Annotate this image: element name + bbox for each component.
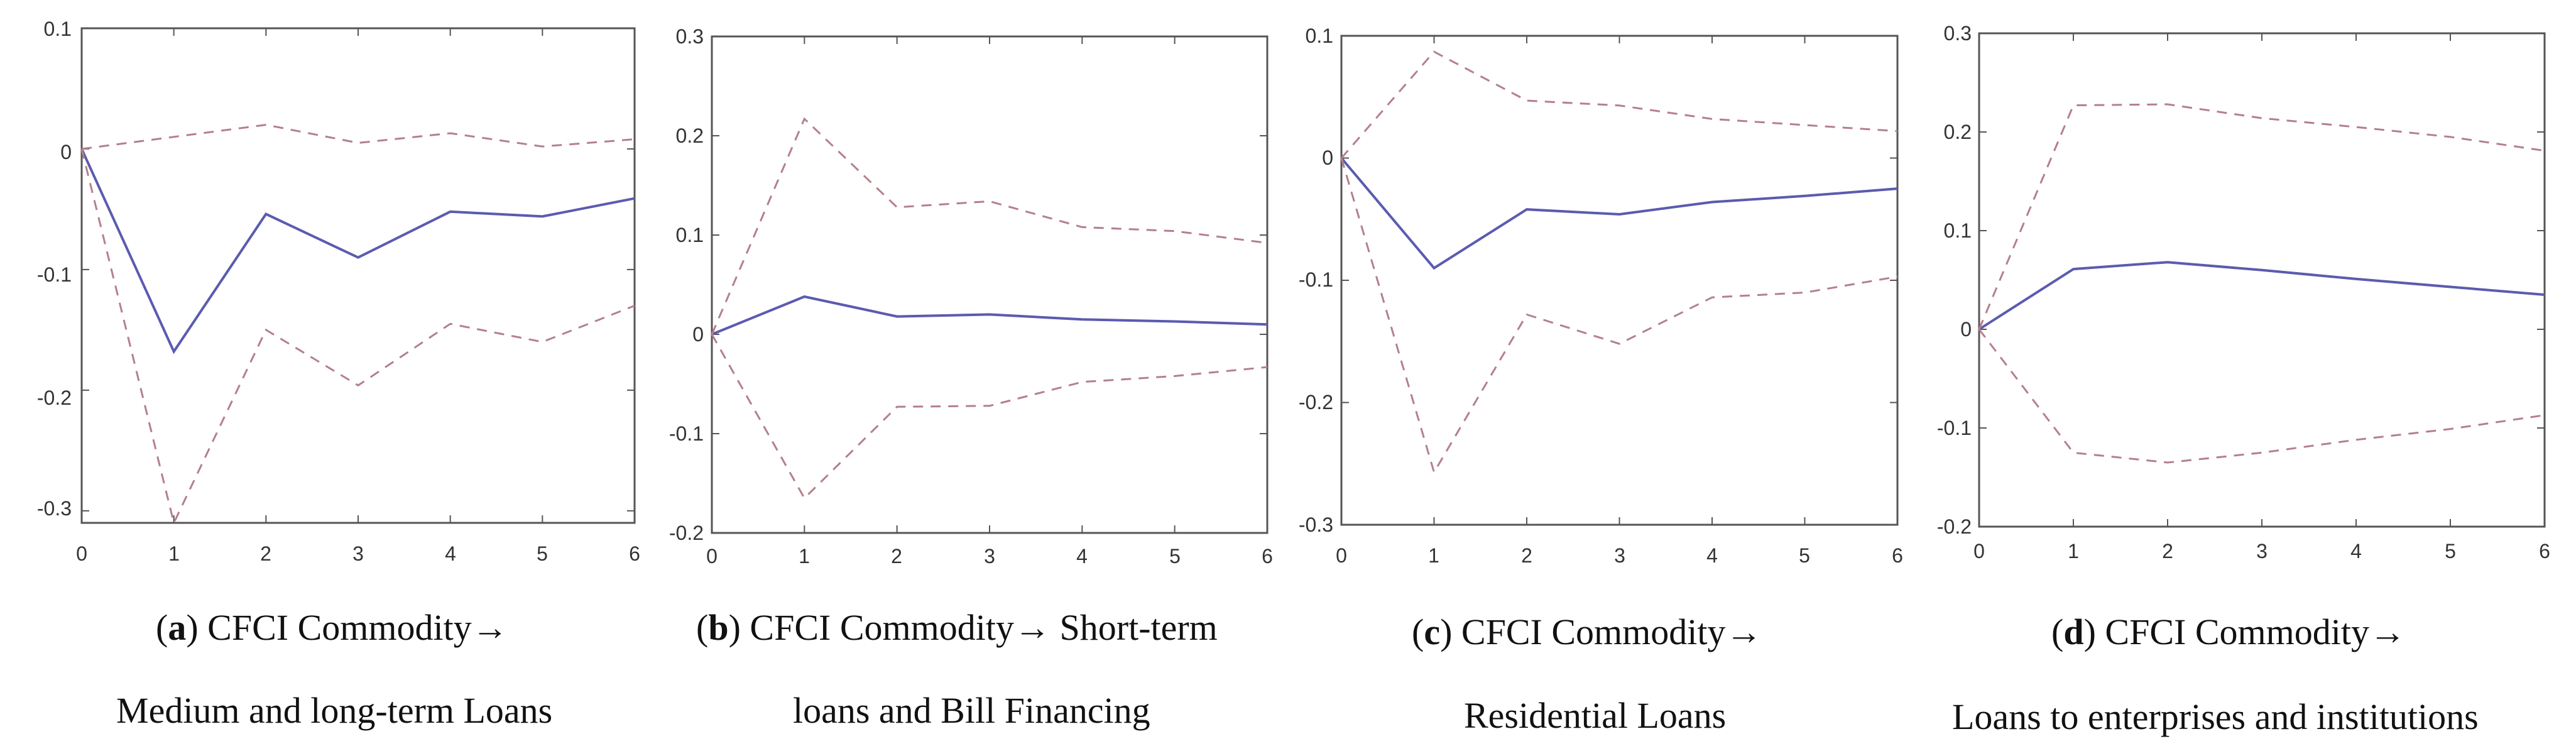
xtick-label: 0 [706, 545, 718, 567]
ytick-label: -0.1 [1937, 417, 1972, 439]
panel-a: 0.1 0 -0.1 -0.2 -0.3 0 1 2 3 4 5 6 (a) C… [37, 18, 640, 731]
plot-area-a [80, 27, 636, 526]
response-line [80, 148, 635, 354]
xtick-label: 6 [1892, 544, 1903, 567]
response-line [1340, 157, 1898, 270]
ytick-label: 0.1 [676, 224, 704, 246]
upper-band-line [81, 124, 635, 150]
lower-band-line [80, 148, 635, 526]
ytick-label: -0.1 [669, 422, 704, 445]
ytick-label: -0.2 [1937, 515, 1972, 538]
xtick-label: 3 [984, 545, 995, 567]
panel-b: 0.3 0.2 0.1 0 -0.1 -0.2 0 1 2 3 4 5 6 (b… [669, 25, 1273, 731]
xtick-label: 0 [76, 542, 87, 565]
xtick-label: 1 [2068, 540, 2079, 562]
ytick-label: -0.3 [37, 497, 72, 520]
xtick-label: 3 [1614, 544, 1625, 567]
ytick-label: 0.1 [1306, 25, 1333, 47]
xtick-label: 2 [260, 542, 271, 565]
ytick-label: 0.3 [676, 25, 704, 48]
response-line [711, 295, 1268, 336]
ytick-label: 0 [692, 323, 704, 346]
caption-line-2: Medium and long-term Loans [116, 690, 552, 731]
ytick-label: 0.2 [1944, 121, 1972, 143]
plot-area-d [1978, 32, 2546, 528]
ytick-label: -0.2 [669, 522, 704, 544]
ytick-label: 0 [1322, 146, 1333, 169]
axes-frame [711, 35, 1269, 534]
ytick-label: 0 [1960, 318, 1972, 341]
xtick-label: 4 [2350, 540, 2362, 562]
lower-band-line [1340, 158, 1898, 475]
xtick-label: 5 [1169, 545, 1181, 567]
xtick-label: 6 [629, 542, 640, 565]
ytick-label: 0.2 [676, 124, 704, 147]
xtick-label: 1 [168, 542, 180, 565]
caption-line-2: loans and Bill Financing [793, 690, 1150, 731]
axes-frame [1340, 35, 1899, 526]
panel-c: 0.1 0 -0.1 -0.2 -0.3 0 1 2 3 4 5 6 (c) C… [1299, 25, 1903, 736]
xtick-label: 5 [1799, 544, 1810, 567]
upper-band-line [711, 117, 1268, 335]
axes-frame [1978, 32, 2546, 528]
ytick-label: 0.3 [1944, 22, 1972, 45]
xtick-label: 4 [1076, 545, 1088, 567]
caption-line-1: (b) CFCI Commodity→ Short-term [696, 607, 1218, 648]
lower-band-line [711, 334, 1268, 500]
xtick-label: 2 [891, 545, 902, 567]
plot-area-b [711, 35, 1269, 534]
response-line [1978, 261, 2545, 331]
plot-area-c [1340, 35, 1899, 526]
xtick-label: 1 [799, 545, 810, 567]
xtick-label: 3 [2256, 540, 2268, 562]
ytick-label: -0.2 [1299, 391, 1333, 414]
caption-line-1: (d) CFCI Commodity→ [2051, 611, 2406, 652]
upper-band-line [1340, 50, 1898, 159]
xtick-label: 0 [1336, 544, 1347, 567]
axes-frame [80, 27, 636, 524]
panel-d: 0.3 0.2 0.1 0 -0.1 -0.2 0 1 2 3 4 5 6 (d… [1937, 22, 2550, 737]
xtick-label: 0 [1973, 540, 1985, 562]
ytick-label: 0 [60, 141, 72, 163]
ytick-label: 0.1 [1944, 219, 1972, 242]
xtick-label: 2 [2162, 540, 2173, 562]
xtick-label: 6 [1262, 545, 1273, 567]
caption-line-1: (c) CFCI Commodity→ [1412, 611, 1762, 652]
xtick-label: 5 [2445, 540, 2456, 562]
lower-band-line [1978, 329, 2545, 464]
ytick-label: -0.1 [37, 263, 72, 286]
caption-line-1: (a) CFCI Commodity→ [156, 607, 508, 648]
caption-line-2: Loans to enterprises and institutions [1952, 696, 2479, 737]
xtick-label: 4 [445, 542, 456, 565]
ytick-label: -0.1 [1299, 268, 1333, 291]
ytick-label: -0.2 [37, 386, 72, 409]
ytick-label: 0.1 [44, 18, 72, 40]
xtick-label: 4 [1706, 544, 1718, 567]
ytick-label: -0.3 [1299, 513, 1333, 536]
caption-line-2: Residential Loans [1464, 695, 1726, 736]
xtick-label: 6 [2539, 540, 2550, 562]
upper-band-line [1978, 103, 2545, 330]
xtick-label: 3 [352, 542, 364, 565]
xtick-label: 2 [1521, 544, 1532, 567]
xtick-label: 5 [537, 542, 548, 565]
xtick-label: 1 [1428, 544, 1439, 567]
